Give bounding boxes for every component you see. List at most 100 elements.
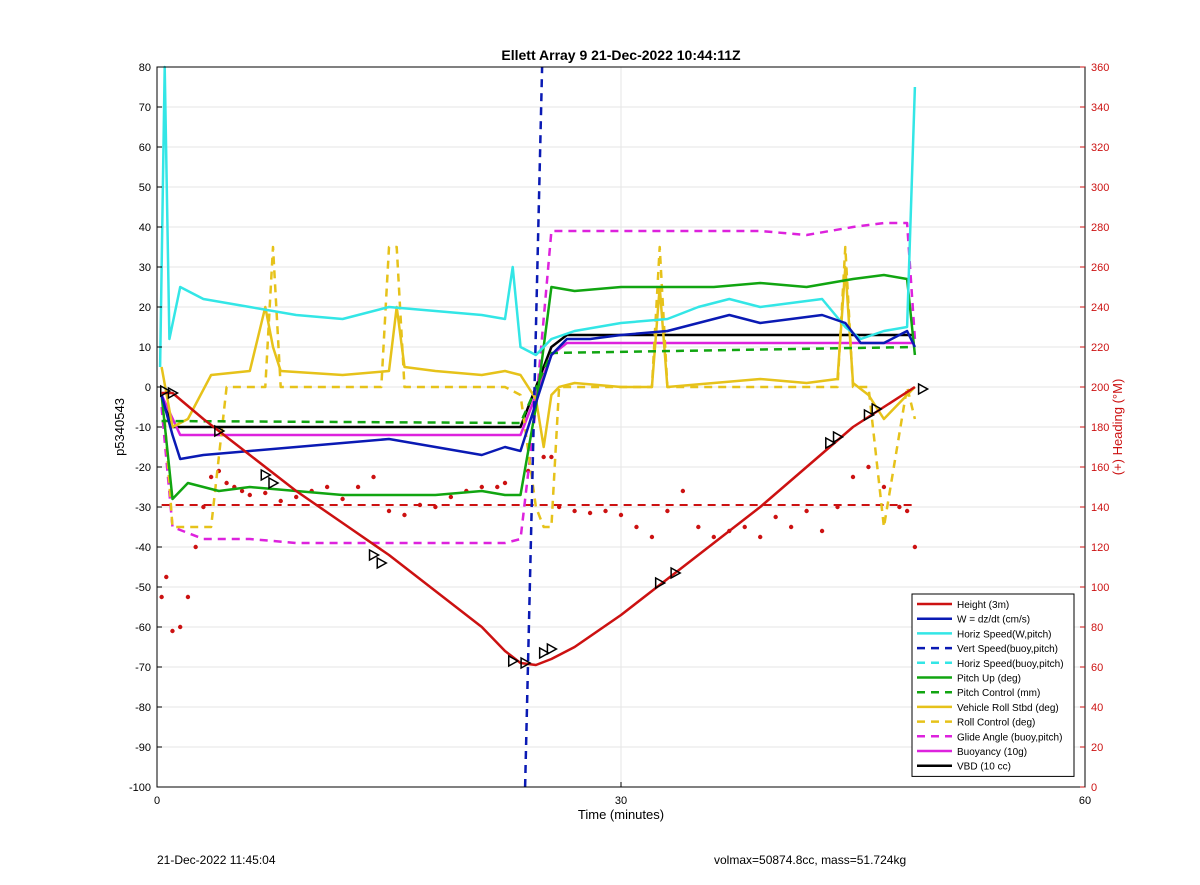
y2-tick-label: 0	[1091, 782, 1097, 794]
height-marker	[507, 654, 520, 668]
heading-point	[324, 484, 330, 490]
y-tick-label: 80	[139, 62, 151, 74]
y-tick-label: 60	[139, 142, 151, 154]
y2-tick-label: 200	[1091, 382, 1109, 394]
y2-tick-label: 340	[1091, 102, 1109, 114]
legend-box	[911, 593, 1075, 777]
heading-point	[665, 508, 670, 514]
y2-tick-label: 80	[1091, 622, 1103, 634]
heading-point	[881, 484, 887, 490]
chart-title: Ellett Array 9 21-Dec-2022 10:44:11Z	[501, 47, 741, 63]
y2-tick-label: 360	[1091, 62, 1109, 74]
heading-point	[618, 512, 624, 518]
footer-vehicle-info: volmax=50874.8cc, mass=51.724kg	[714, 853, 907, 867]
y2-tick-label: 280	[1091, 222, 1109, 234]
y2-axis-label: (+) Heading (°M)	[1110, 379, 1125, 476]
heading-point	[386, 508, 392, 514]
legend-label: Horiz Speed(W,pitch)	[957, 629, 1051, 640]
marker-group	[159, 382, 930, 670]
y-tick-label: -80	[135, 702, 151, 714]
heading-point	[495, 484, 500, 490]
y-tick-label: 30	[139, 262, 151, 274]
series-line-10	[160, 341, 915, 437]
y2-tick-label: 240	[1091, 302, 1109, 314]
heading-point	[170, 628, 175, 634]
y2-tick-label: 140	[1091, 502, 1109, 514]
heading-point	[587, 510, 593, 516]
y-tick-label: -20	[135, 462, 151, 474]
y-tick-label: -50	[135, 582, 151, 594]
heading-point	[649, 534, 655, 540]
y-tick-label: 20	[139, 302, 151, 314]
heading-point	[819, 528, 825, 534]
height-marker	[832, 430, 845, 444]
heading-point	[402, 512, 407, 518]
legend-label: Vert Speed(buoy,pitch)	[957, 644, 1058, 655]
y-tick-label: 50	[139, 182, 151, 194]
series-group	[158, 65, 918, 788]
heading-point	[897, 504, 902, 510]
y-axis-label: p5340543	[112, 398, 127, 456]
y-tick-label: 0	[145, 382, 151, 394]
heading-point	[850, 474, 856, 480]
legend-label: Horiz Speed(buoy,pitch)	[957, 659, 1064, 670]
y-tick-label: 10	[139, 342, 151, 354]
heading-point	[224, 480, 229, 486]
height-marker	[546, 642, 558, 656]
heading-point	[711, 534, 716, 540]
x-axis-label: Time (minutes)	[578, 807, 664, 822]
y2-tick-label: 300	[1091, 182, 1109, 194]
heading-point	[804, 508, 809, 514]
legend-label: VBD (10 cc)	[957, 762, 1011, 773]
heading-point	[549, 454, 554, 460]
legend-label: Pitch Up (deg)	[957, 674, 1021, 685]
heading-point	[912, 544, 918, 550]
series-line-6	[161, 345, 915, 425]
y2-tick-label: 60	[1091, 662, 1103, 674]
legend-label: Height (3m)	[957, 600, 1009, 611]
y2-tick-label: 40	[1091, 702, 1103, 714]
heading-point	[193, 544, 198, 550]
height-marker	[670, 566, 682, 580]
x-tick-label: 30	[615, 795, 627, 807]
y2-tick-label: 320	[1091, 142, 1109, 154]
heading-point	[355, 484, 361, 490]
heading-point	[603, 508, 608, 514]
y-tick-label: -70	[135, 662, 151, 674]
y2-tick-label: 20	[1091, 742, 1103, 754]
heading-point	[758, 534, 763, 540]
y-tick-label: -40	[135, 542, 151, 554]
height-marker	[917, 382, 930, 396]
chart: -100-90-80-70-60-50-40-30-20-10010203040…	[112, 47, 1125, 822]
legend-label: Roll Control (deg)	[957, 718, 1035, 729]
axes: -100-90-80-70-60-50-40-30-20-10010203040…	[129, 62, 1109, 807]
heading-point	[263, 490, 268, 496]
height-marker	[368, 548, 381, 562]
y2-tick-label: 220	[1091, 342, 1109, 354]
heading-point	[788, 524, 794, 530]
series-line-2	[158, 65, 917, 368]
series-line-7	[160, 265, 916, 449]
y-tick-label: -10	[135, 422, 151, 434]
heading-point	[742, 524, 747, 530]
heading-point	[541, 454, 546, 460]
x-tick-label: 60	[1079, 795, 1091, 807]
heading-point	[773, 514, 778, 520]
height-marker	[376, 556, 388, 570]
y2-tick-label: 100	[1091, 582, 1109, 594]
y-tick-label: -30	[135, 502, 151, 514]
height-marker	[538, 646, 551, 660]
series-line-1	[160, 313, 917, 461]
y-tick-label: -90	[135, 742, 151, 754]
heading-point	[208, 474, 214, 480]
heading-point	[572, 508, 577, 514]
heading-point	[201, 504, 206, 510]
heading-point	[634, 524, 639, 530]
heading-point	[680, 488, 686, 494]
legend-label: Vehicle Roll Stbd (deg)	[957, 703, 1059, 714]
y-tick-label: -60	[135, 622, 151, 634]
legend: Height (3m) W = dz/dt (cm/s) Horiz Speed(W…	[911, 593, 1075, 777]
y2-tick-label: 120	[1091, 542, 1109, 554]
heading-point	[159, 594, 164, 600]
heading-point	[448, 494, 454, 500]
